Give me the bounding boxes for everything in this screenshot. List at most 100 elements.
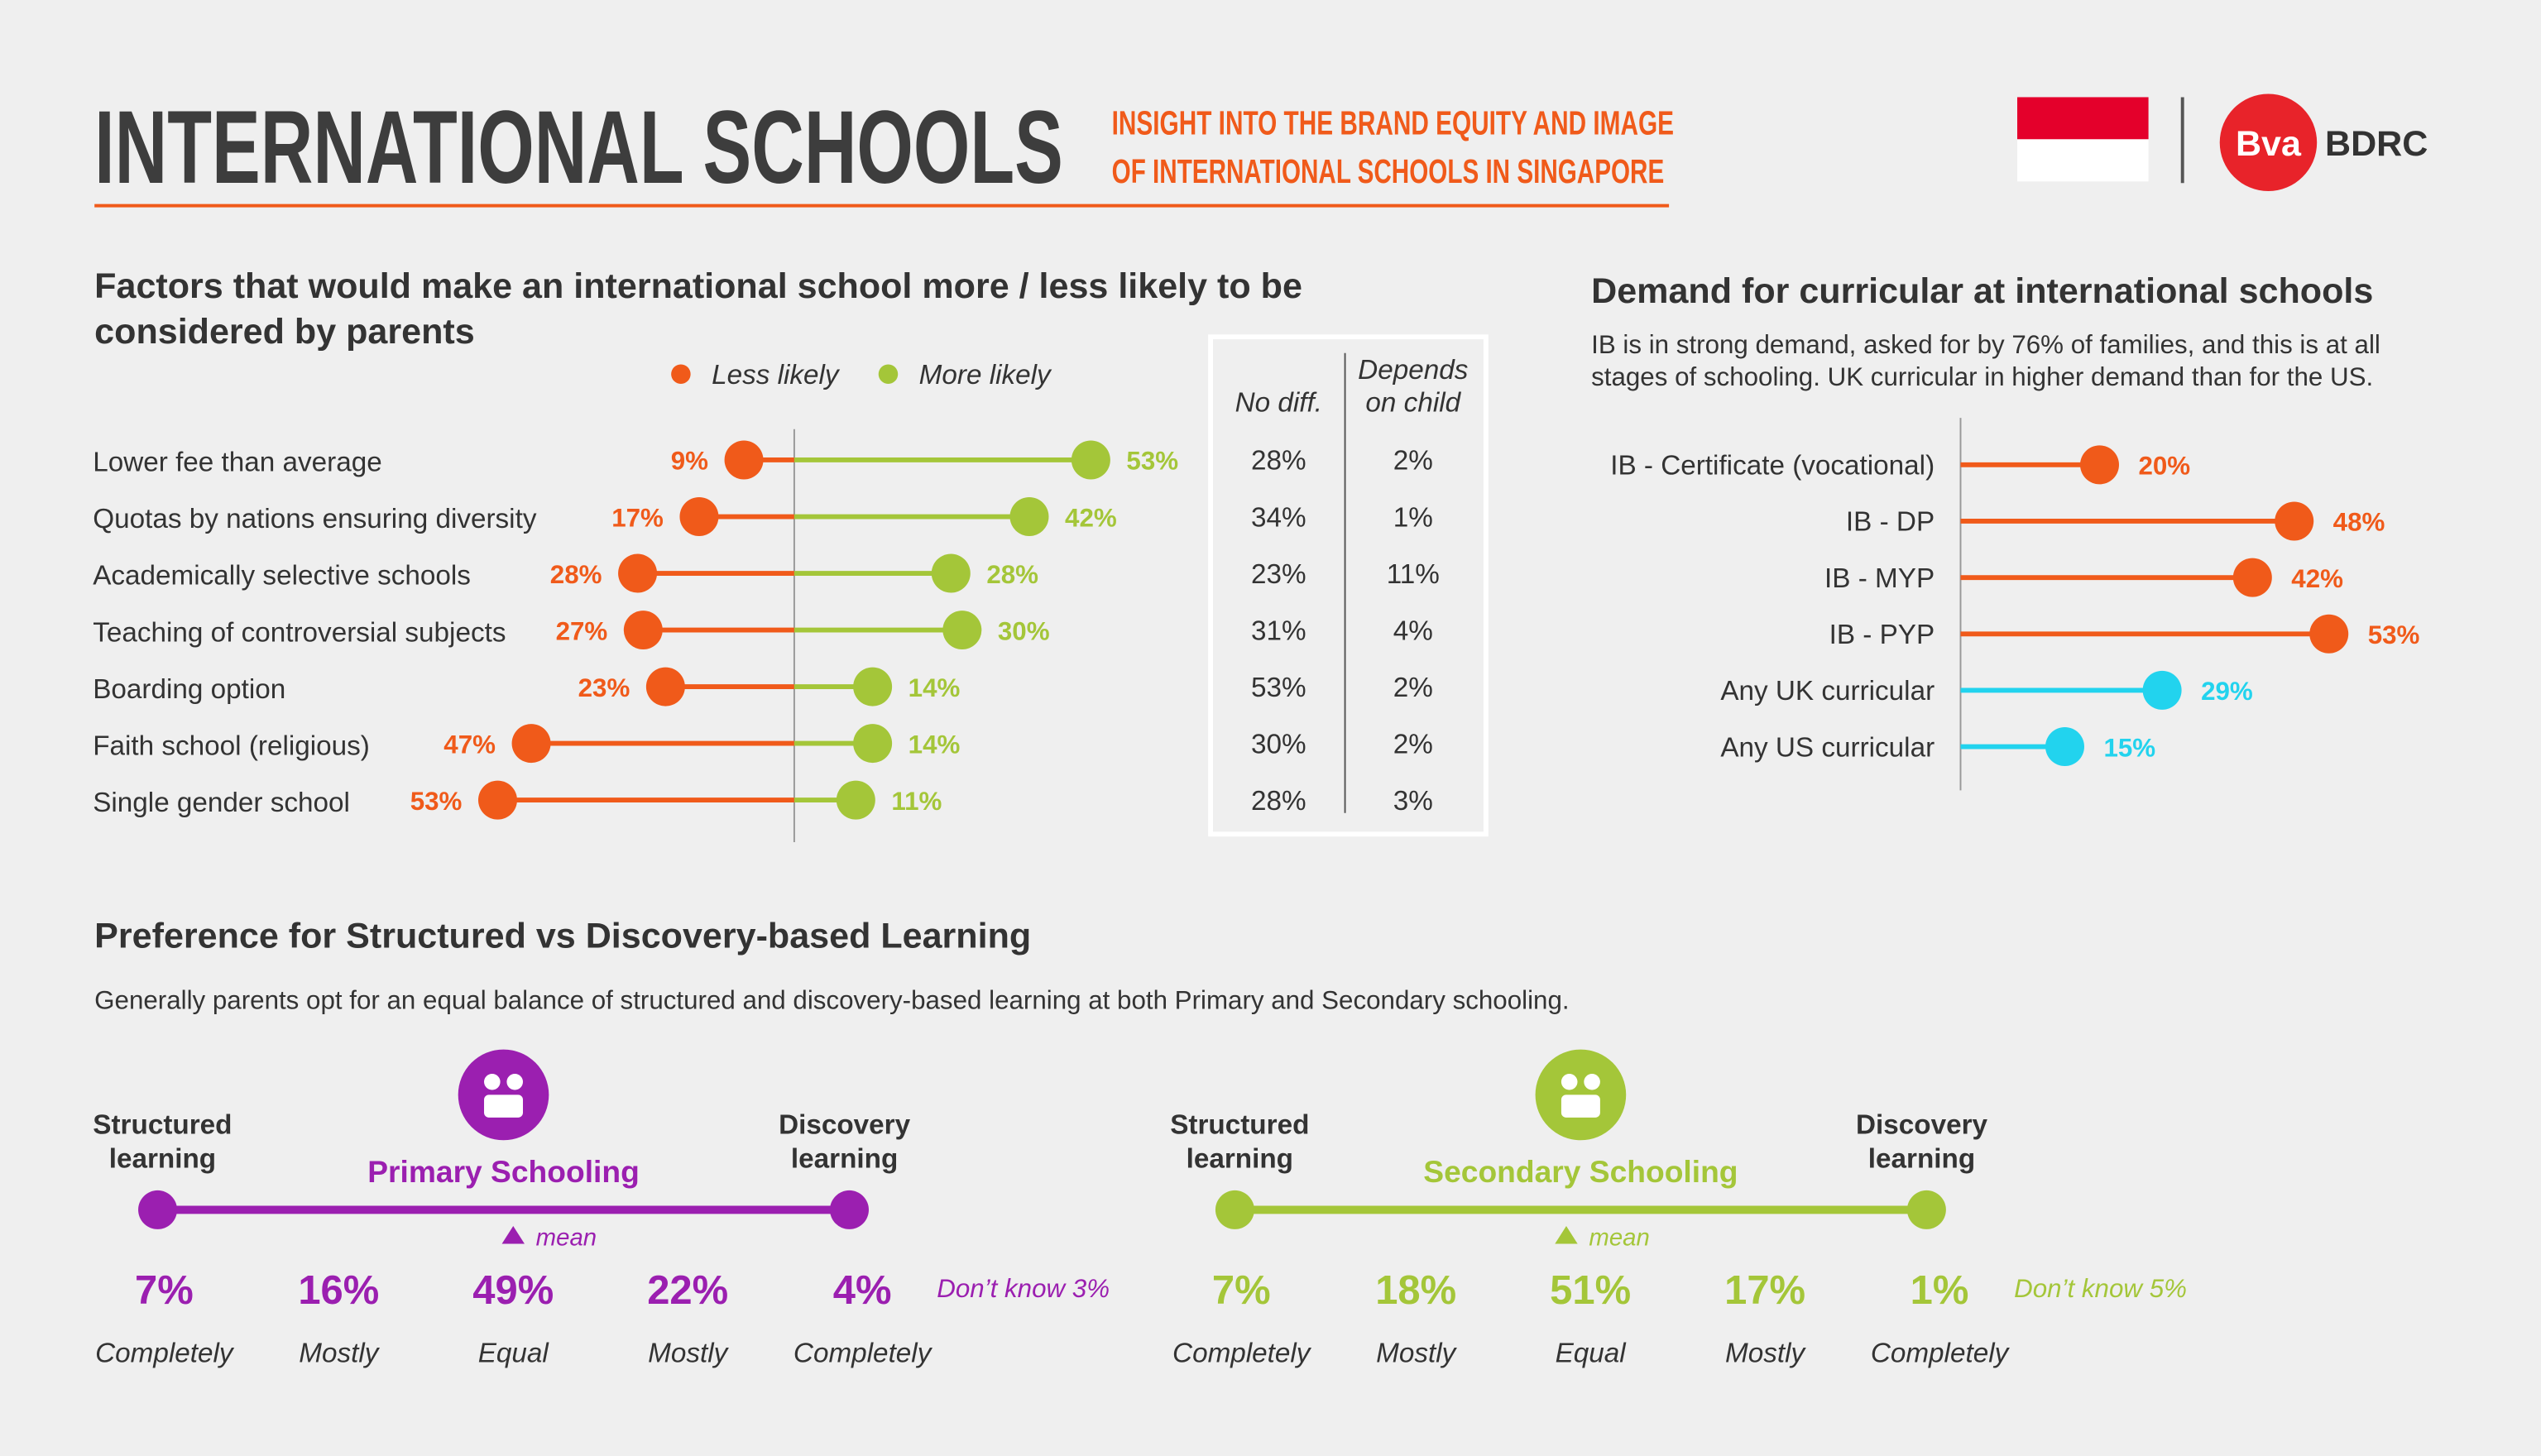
dumbbell-dot	[942, 611, 982, 650]
chart-subtitle: stages of schooling. UK curricular in hi…	[1591, 362, 2373, 391]
icon-glyph	[1561, 1094, 1600, 1118]
value-label: 28%	[986, 560, 1038, 589]
chart-title: considered by parents	[94, 312, 474, 352]
category-label: Completely	[1871, 1338, 2011, 1368]
logo-badge	[2219, 93, 2318, 192]
dumbbell-dot	[724, 440, 764, 480]
value-label: 53%	[410, 787, 463, 816]
end-label: learning	[1187, 1144, 1293, 1175]
scale-title: Primary Schooling	[367, 1154, 640, 1189]
scale-end	[1906, 1190, 1946, 1229]
lollipop-dot	[2142, 670, 2182, 710]
dumbbell-dot	[477, 780, 517, 820]
value-label: 18%	[1375, 1268, 1456, 1313]
section-description: Generally parents opt for an equal balan…	[94, 986, 1569, 1015]
value-label: 9%	[671, 447, 708, 476]
scale-title: Secondary Schooling	[1423, 1154, 1738, 1189]
value-label: 17%	[611, 503, 664, 532]
icon-glyph	[506, 1073, 524, 1090]
category-label: Mostly	[299, 1338, 380, 1368]
value-label: 23%	[578, 673, 630, 702]
dumbbell-dot	[1071, 440, 1110, 480]
dumbbell-dot	[853, 724, 893, 764]
value-label: 14%	[909, 673, 961, 702]
section-title: Preference for Structured vs Discovery-b…	[94, 916, 1031, 956]
end-label: learning	[791, 1144, 898, 1175]
logo: Bva	[2236, 124, 2302, 164]
end-label: learning	[109, 1144, 216, 1175]
dumbbell-dot	[679, 497, 719, 537]
category-label: Single gender school	[93, 788, 350, 818]
category-label: IB - PYP	[1829, 620, 1935, 650]
icon-glyph	[484, 1094, 524, 1118]
table-cell: 31%	[1251, 615, 1306, 646]
value-label: 17%	[1724, 1268, 1805, 1313]
table-cell: 30%	[1251, 729, 1306, 759]
category-label: Completely	[1172, 1338, 1312, 1368]
category-label: Equal	[1556, 1338, 1628, 1368]
table-cell: 34%	[1251, 502, 1306, 533]
category-label: Any US curricular	[1720, 732, 1935, 763]
table-cell: 23%	[1251, 559, 1306, 590]
table-cell: 4%	[1393, 615, 1433, 646]
value-label: 27%	[556, 616, 608, 645]
value-label: 42%	[1065, 503, 1117, 532]
flag	[2017, 139, 2149, 182]
icon-glyph	[484, 1073, 501, 1090]
category-label: Academically selective schools	[93, 561, 471, 592]
mean-label: mean	[536, 1224, 597, 1251]
lollipop-dot	[2045, 727, 2084, 767]
category-label: IB - DP	[1846, 507, 1935, 538]
category-label: Lower fee than average	[93, 448, 382, 478]
category-label: Equal	[478, 1338, 550, 1368]
subtitle: OF INTERNATIONAL SCHOOLS IN SINGAPORE	[1112, 152, 1665, 190]
dumbbell-dot	[1009, 497, 1049, 537]
category-label: Mostly	[1376, 1338, 1457, 1368]
table-cell: 53%	[1251, 673, 1306, 703]
value-label: 14%	[909, 730, 961, 759]
mean-marker	[501, 1226, 525, 1244]
value-label: 22%	[647, 1268, 728, 1313]
dont-know: Don’t know 3%	[937, 1274, 1110, 1303]
main-title: INTERNATIONAL SCHOOLS	[94, 89, 1063, 205]
lollipop-dot	[2232, 558, 2272, 597]
end-label: Structured	[1170, 1109, 1309, 1140]
value-label: 49%	[472, 1268, 554, 1313]
value-label: 16%	[298, 1268, 379, 1313]
value-label: 42%	[2291, 564, 2343, 593]
value-label: 7%	[1212, 1268, 1271, 1313]
scale-end	[1215, 1190, 1254, 1229]
category-label: Any UK curricular	[1720, 676, 1935, 706]
dumbbell-dot	[853, 667, 893, 706]
table-header: Depends	[1358, 355, 1468, 386]
category-label: Completely	[793, 1338, 933, 1368]
table-cell: 1%	[1393, 502, 1433, 533]
logo-text: BDRC	[2325, 124, 2428, 164]
chart-title: Factors that would make an international…	[94, 266, 1302, 306]
chart-subtitle: IB is in strong demand, asked for by 76%…	[1591, 330, 2380, 359]
icon-glyph	[1561, 1073, 1578, 1090]
value-label: 51%	[1550, 1268, 1631, 1313]
scale-end	[829, 1190, 869, 1229]
value-label: 28%	[550, 560, 602, 589]
category-label: Boarding option	[93, 674, 285, 705]
category-label: Mostly	[648, 1338, 729, 1368]
table-cell: 2%	[1393, 446, 1433, 477]
category-label: Faith school (religious)	[93, 730, 370, 761]
scale-end	[138, 1190, 178, 1229]
category-label: Quotas by nations ensuring diversity	[93, 504, 537, 534]
table-cell: 2%	[1393, 729, 1433, 759]
table-cell: 11%	[1387, 559, 1440, 590]
table-cell: 28%	[1251, 786, 1306, 817]
dumbbell-dot	[618, 553, 658, 593]
value-label: 4%	[833, 1268, 892, 1313]
end-label: Discovery	[779, 1109, 911, 1140]
category-label: Teaching of controversial subjects	[93, 617, 506, 648]
flag	[2017, 97, 2149, 140]
legend-label: More likely	[919, 360, 1052, 390]
category-label: IB - Certificate (vocational)	[1610, 451, 1935, 481]
value-label: 7%	[135, 1268, 194, 1313]
legend-label: Less likely	[712, 360, 841, 390]
legend-dot	[878, 364, 899, 384]
